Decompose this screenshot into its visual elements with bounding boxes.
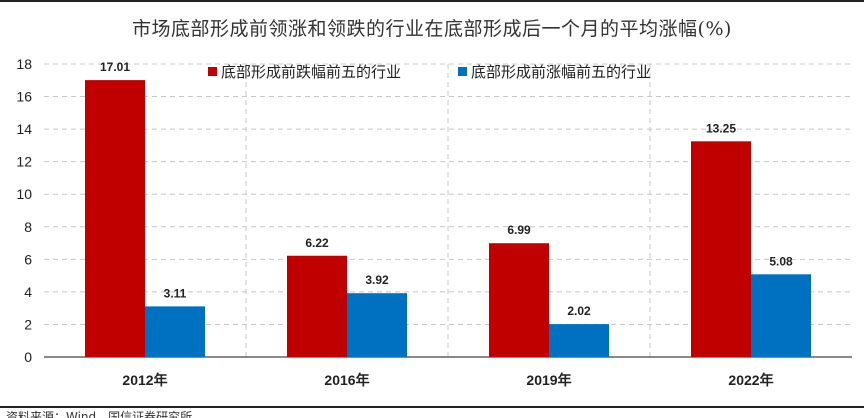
source-note: 资料来源：Wind，国信证券研究所 xyxy=(6,410,193,418)
bar xyxy=(85,80,145,358)
bar xyxy=(287,255,347,357)
chart-title: 市场底部形成前领涨和领跌的行业在底部形成后一个月的平均涨幅(%) xyxy=(132,18,732,40)
y-tick-label: 14 xyxy=(16,121,32,137)
legend-swatch xyxy=(208,67,217,76)
x-tick-label: 2016年 xyxy=(324,372,369,388)
data-label: 3.92 xyxy=(365,273,389,287)
data-label: 17.01 xyxy=(100,60,130,74)
y-tick-label: 8 xyxy=(24,219,32,235)
y-tick-label: 18 xyxy=(16,56,32,72)
legend-label: 底部形成前跌幅前五的行业 xyxy=(221,64,401,81)
bar xyxy=(691,141,751,357)
x-tick-label: 2012年 xyxy=(122,372,167,388)
data-label: 6.22 xyxy=(305,236,329,250)
chart-svg: 0 2 4 6 8 10 12 14 16 18 17.01 3.11 2012年 6.22 3.92 201… xyxy=(16,56,852,388)
bar xyxy=(145,306,205,357)
legend-label: 底部形成前涨幅前五的行业 xyxy=(471,64,651,81)
y-tick-label: 0 xyxy=(24,349,32,365)
top-rule xyxy=(0,0,864,2)
bar xyxy=(347,293,407,357)
legend-swatch xyxy=(458,67,467,76)
y-tick-label: 12 xyxy=(16,154,32,170)
y-tick-label: 10 xyxy=(16,186,32,202)
data-label: 6.99 xyxy=(507,223,531,237)
y-tick-label: 2 xyxy=(24,316,32,332)
data-label: 2.02 xyxy=(567,304,591,318)
y-tick-label: 4 xyxy=(24,284,32,300)
data-label: 5.08 xyxy=(769,254,793,268)
x-tick-label: 2022年 xyxy=(728,372,773,388)
data-label: 13.25 xyxy=(706,121,736,135)
y-tick-label: 16 xyxy=(16,89,32,105)
bottom-rule xyxy=(0,406,864,408)
bar xyxy=(751,274,811,357)
bar xyxy=(489,243,549,357)
data-label: 3.11 xyxy=(164,286,187,300)
y-tick-label: 6 xyxy=(24,251,32,267)
x-tick-label: 2019年 xyxy=(526,372,571,388)
bar xyxy=(549,324,609,357)
